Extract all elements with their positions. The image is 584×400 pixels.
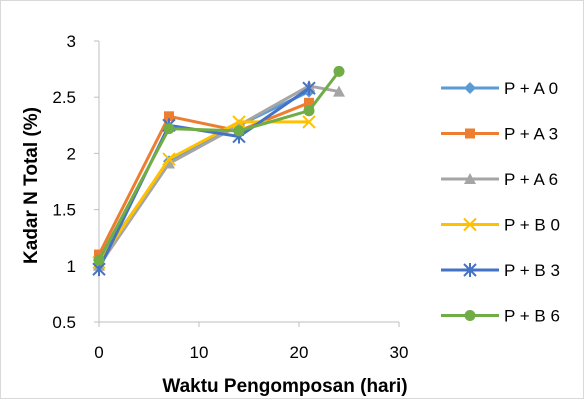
series-line: [97, 69, 341, 262]
legend-item: P + A 6: [441, 170, 558, 189]
plot-series: [92, 65, 345, 277]
x-tick-label: 30: [390, 343, 409, 362]
legend-marker: [464, 82, 476, 94]
y-tick-label: 1.5: [52, 201, 76, 220]
y-tick-label: 1: [67, 257, 76, 276]
legend-label: P + A 6: [504, 170, 558, 189]
y-tick-label: 2.5: [52, 88, 76, 107]
data-point: [333, 85, 345, 97]
data-point: [333, 65, 345, 77]
legend-label: P + B 6: [504, 307, 560, 326]
data-point: [164, 111, 174, 122]
x-tick-label: 10: [190, 343, 209, 362]
data-point: [163, 123, 175, 135]
series-5: [92, 81, 316, 277]
legend-label: P + A 3: [504, 125, 558, 144]
data-point: [93, 254, 105, 266]
y-tick-label: 3: [67, 32, 76, 51]
axes: 0.511.522.530 10 20 30: [52, 32, 408, 362]
data-point: [232, 115, 246, 129]
y-axis-title: Kadar N Total (%): [21, 107, 42, 264]
data-point: [303, 105, 315, 117]
data-point: [233, 125, 245, 137]
data-point: [162, 152, 176, 166]
data-point: [304, 97, 314, 108]
legend-label: P + B 3: [504, 261, 560, 280]
data-point: [302, 81, 316, 96]
legend-marker: [463, 217, 477, 232]
series-4: [92, 115, 316, 270]
data-point: [94, 249, 104, 260]
legend-item: P + B 0: [441, 216, 560, 235]
legend-label: P + A 0: [504, 79, 558, 98]
data-point: [302, 115, 316, 129]
legend-marker: [464, 310, 476, 321]
y-tick-label: 0.5: [52, 313, 76, 332]
legend-item: P + B 6: [441, 307, 560, 326]
series-line: [97, 101, 311, 257]
series-6: [93, 65, 345, 266]
legend-marker: [465, 128, 475, 139]
y-tick-label: 2: [67, 144, 76, 163]
legend: P + A 0 P + A 3 P + A 6 P + B 0 P + B 3 P + B…: [441, 79, 560, 326]
legend-item: P + A 3: [441, 125, 558, 144]
x-axis-title: Waktu Pengomposan (hari): [162, 376, 407, 397]
legend-label: P + B 0: [504, 216, 560, 235]
legend-item: P + A 0: [441, 79, 558, 98]
legend-marker: [463, 263, 477, 277]
x-tick-label: 20: [290, 343, 309, 362]
legend-item: P + B 3: [441, 261, 560, 280]
legend-marker: [464, 173, 476, 184]
x-tick-label: 0: [94, 343, 103, 362]
